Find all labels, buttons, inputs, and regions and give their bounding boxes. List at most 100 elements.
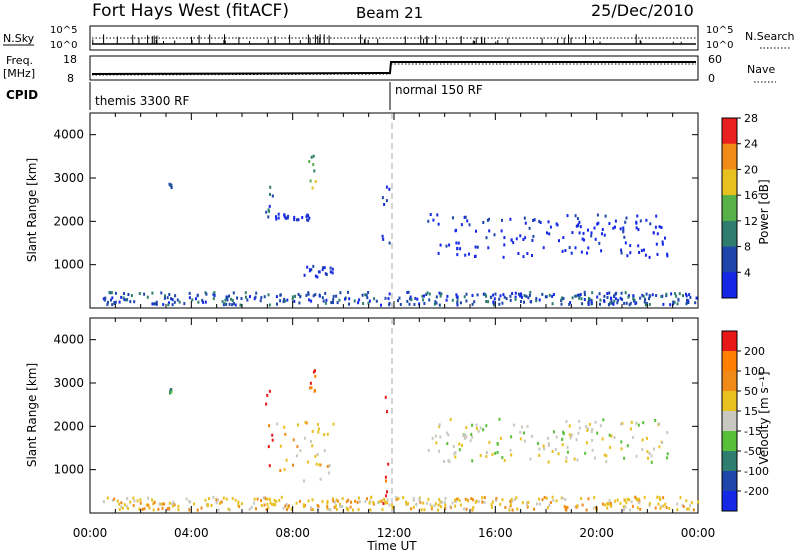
data-point-cluster-5 <box>635 454 638 458</box>
data-point-cluster-7 <box>590 300 593 304</box>
data-point-cluster-5 <box>438 423 441 427</box>
data-point-cluster-7 <box>439 294 442 298</box>
data-point-cluster-7 <box>456 301 459 305</box>
y-tick-label: 2000 <box>53 214 84 228</box>
data-point-cluster-6 <box>538 497 540 501</box>
data-point-cluster-7 <box>544 295 547 299</box>
data-point-cluster-1 <box>271 438 274 442</box>
data-point-cluster-5 <box>529 457 532 461</box>
velocity-panel: 1000 2000 3000 4000 Slant Range [km] <box>25 317 700 514</box>
data-point-cluster-6 <box>580 250 583 254</box>
data-point-cluster-6 <box>664 236 666 240</box>
data-point-cluster-6 <box>576 504 578 508</box>
data-point-cluster-7 <box>434 300 437 304</box>
data-point-cluster-6 <box>555 499 558 503</box>
data-point-cluster-6 <box>549 225 552 229</box>
data-point-cluster-6 <box>576 217 579 221</box>
data-point-cluster-7 <box>628 303 631 307</box>
data-point-cluster-6 <box>603 233 606 237</box>
data-point-cluster-6 <box>260 499 263 503</box>
data-point-cluster-2 <box>275 215 277 219</box>
data-point-cluster-6 <box>524 236 527 240</box>
data-point-cluster-7 <box>674 292 677 296</box>
colorbar-tick-label: 4 <box>744 266 751 279</box>
nsky-tick-low: 10^0 <box>50 40 77 51</box>
data-point-cluster-2 <box>317 430 320 434</box>
data-point-cluster-6 <box>622 505 625 509</box>
data-point-cluster-5 <box>553 430 555 434</box>
data-point-cluster-5 <box>632 436 635 439</box>
data-point-cluster-7 <box>348 302 350 306</box>
data-point-cluster-6 <box>614 499 617 503</box>
data-point-cluster-7 <box>155 300 158 304</box>
data-point-cluster-7 <box>471 302 474 306</box>
data-point-cluster-7 <box>599 298 602 302</box>
data-point-cluster-7 <box>613 299 616 303</box>
data-point-cluster-5 <box>626 444 629 448</box>
data-point-cluster-7 <box>410 298 413 302</box>
data-point-cluster-6 <box>132 504 135 508</box>
data-point-cluster-6 <box>620 248 623 252</box>
y-tick-label: 2000 <box>53 419 84 433</box>
data-point-cluster-7 <box>456 299 459 303</box>
data-point-cluster-6 <box>658 496 661 500</box>
data-point-cluster-7 <box>168 301 170 305</box>
data-point-cluster-6 <box>438 498 441 502</box>
data-point-cluster-6 <box>474 255 476 258</box>
data-point-cluster-6 <box>531 238 534 242</box>
data-point-cluster-6 <box>626 254 629 258</box>
data-point-cluster-5 <box>646 436 648 440</box>
data-point-cluster-6 <box>609 504 612 508</box>
data-point-cluster-7 <box>228 302 231 306</box>
data-point-cluster-6 <box>676 508 679 512</box>
data-point-cluster-6 <box>598 241 601 245</box>
data-point-cluster-6 <box>532 234 535 238</box>
data-point-cluster-5 <box>591 427 594 431</box>
data-point-cluster-5 <box>623 456 626 460</box>
data-point-cluster-4 <box>325 273 328 276</box>
data-point-cluster-7 <box>482 292 485 296</box>
data-point-cluster-5 <box>503 459 506 462</box>
data-point-cluster-7 <box>294 294 296 298</box>
data-point-cluster-7 <box>224 298 227 302</box>
data-point-cluster-6 <box>412 498 415 502</box>
data-point-cluster-6 <box>629 244 632 248</box>
data-point-cluster-7 <box>232 302 235 305</box>
x-tick-label: 04:00 <box>174 526 209 540</box>
data-point-cluster-6 <box>565 508 568 512</box>
data-point-cluster-7 <box>425 293 428 296</box>
data-point-cluster-6 <box>637 228 640 232</box>
data-point-cluster-7 <box>123 292 125 295</box>
data-point-cluster-7 <box>335 294 338 298</box>
data-point-cluster-7 <box>632 297 635 301</box>
data-point-cluster-6 <box>635 226 638 230</box>
data-point-cluster-3 <box>312 154 315 158</box>
data-point-cluster-5 <box>551 450 554 453</box>
data-point-cluster-7 <box>228 294 230 298</box>
data-point-cluster-0 <box>170 388 173 392</box>
data-point-cluster-6 <box>437 508 440 512</box>
data-point-cluster-7 <box>502 293 505 297</box>
data-point-cluster-6 <box>543 495 546 499</box>
data-point-cluster-6 <box>443 500 446 504</box>
data-point-cluster-7 <box>587 303 590 306</box>
data-point-cluster-1 <box>268 204 271 208</box>
data-point-cluster-7 <box>201 298 204 302</box>
data-point-cluster-7 <box>347 290 349 294</box>
data-point-cluster-6 <box>358 500 361 504</box>
data-point-cluster-6 <box>687 507 690 511</box>
data-point-cluster-7 <box>268 303 271 307</box>
data-point-cluster-6 <box>459 247 462 251</box>
data-point-cluster-6 <box>570 251 573 255</box>
data-point-cluster-4 <box>386 410 388 414</box>
data-point-cluster-6 <box>643 495 646 499</box>
data-point-cluster-5 <box>499 436 502 440</box>
data-point-cluster-7 <box>232 291 235 295</box>
data-point-cluster-6 <box>659 498 662 502</box>
data-point-cluster-7 <box>487 300 490 304</box>
data-point-cluster-7 <box>677 298 680 302</box>
data-point-cluster-6 <box>263 503 266 507</box>
data-point-cluster-4 <box>314 274 317 278</box>
data-point-cluster-7 <box>110 298 112 302</box>
data-point-cluster-7 <box>293 299 296 303</box>
